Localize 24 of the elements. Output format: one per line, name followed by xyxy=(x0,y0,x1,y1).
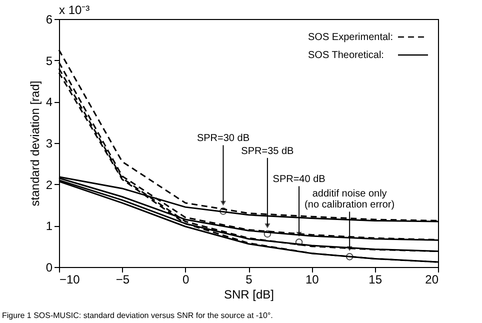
caption: Figure 1 SOS-MUSIC: standard deviation versus SNR for the source at -10°. xyxy=(2,311,273,320)
x-tick-label: 10 xyxy=(305,272,320,286)
y-tick-label: 1 xyxy=(46,219,53,234)
x-tick-label: 5 xyxy=(246,272,253,286)
y-tick-label: 5 xyxy=(46,54,53,68)
x-tick-label: 15 xyxy=(368,272,382,286)
y-tick-label: 3 xyxy=(46,136,53,150)
x-tick-label: 0 xyxy=(182,272,190,286)
x-tick-label: −10 xyxy=(60,272,80,286)
x-tick-label: −5 xyxy=(116,272,130,286)
x-tick-label: 20 xyxy=(425,272,439,286)
y-tick-label: 4 xyxy=(46,95,53,110)
annotation: additif noise only (no calibration error) xyxy=(304,188,395,211)
y-tick-label: 6 xyxy=(46,12,53,26)
legend-label: SOS Theoretical: xyxy=(308,50,384,61)
y-tick-label: 0 xyxy=(46,260,53,274)
text: x 10⁻³ xyxy=(59,3,90,17)
annotation: SPR=35 dB xyxy=(241,146,294,157)
annotation: SPR=30 dB xyxy=(196,133,250,144)
y-tick-label: 2 xyxy=(46,178,53,192)
legend-label: SOS Experimental: xyxy=(308,32,394,43)
y-axis-title: standard deviation [rad] xyxy=(28,80,42,206)
annotation: SPR=40 dB xyxy=(272,174,326,186)
x-axis-title: SNR [dB] xyxy=(224,288,274,302)
